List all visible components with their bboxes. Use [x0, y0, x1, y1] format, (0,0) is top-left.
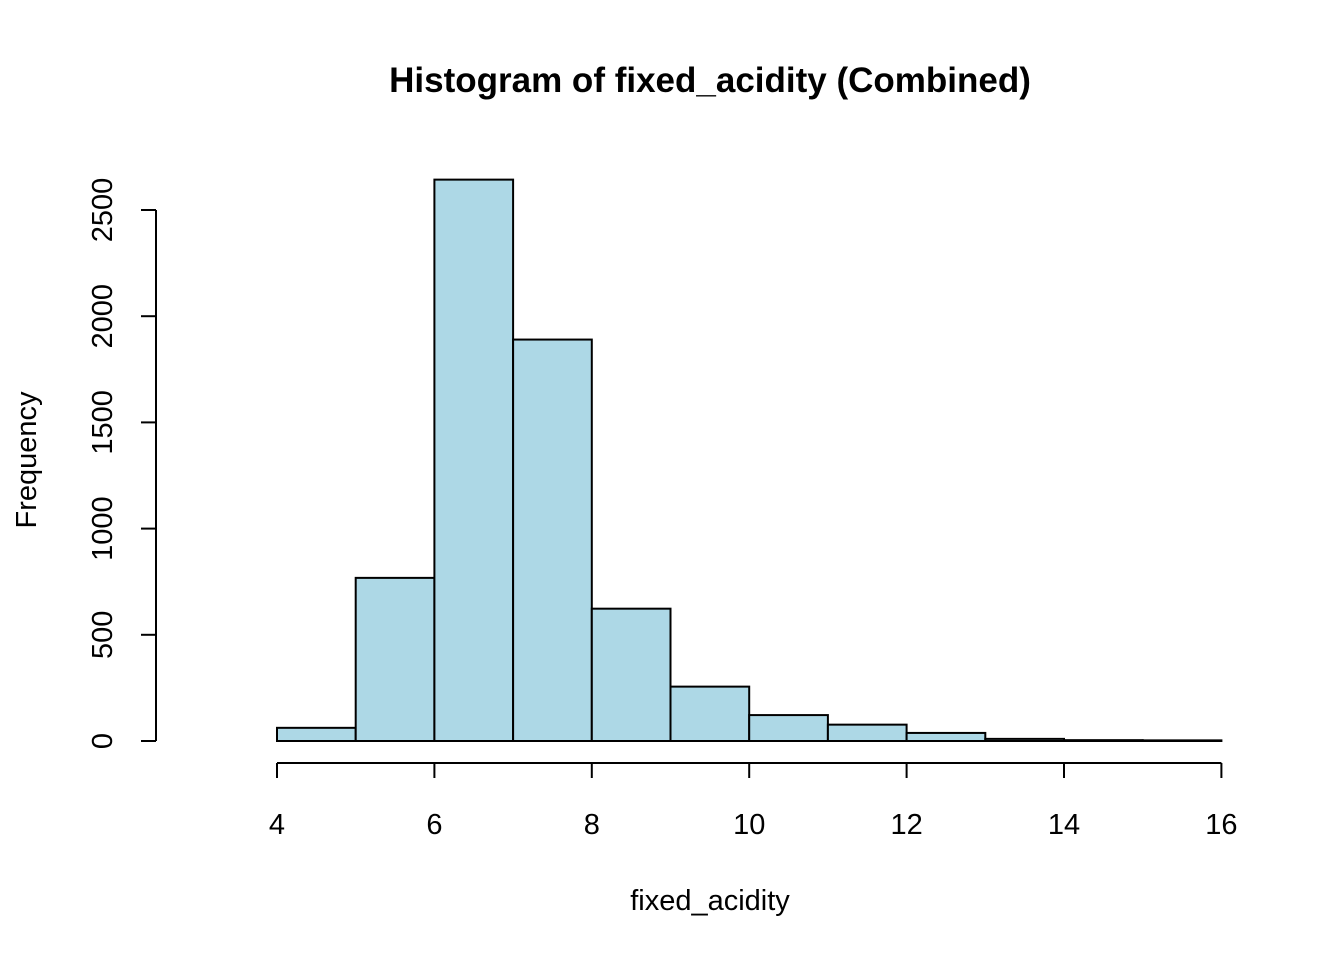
x-axis: 4 6 8 10 12 14 16 — [269, 762, 1238, 841]
histogram-bar — [512, 338, 593, 742]
histogram-bar — [1141, 739, 1223, 742]
histogram-bar — [748, 714, 829, 743]
y-tick-label: 2000 — [87, 284, 119, 349]
x-tick-label: 10 — [733, 809, 765, 841]
histogram-bar — [354, 576, 436, 742]
x-tick-label: 4 — [269, 809, 285, 841]
y-axis-label: Frequency — [11, 391, 43, 529]
y-tick-label: 0 — [87, 733, 119, 749]
histogram-bar — [984, 737, 1065, 742]
bars-group — [276, 178, 1223, 743]
x-tick-label: 12 — [890, 809, 922, 841]
y-tick-label: 2500 — [87, 178, 119, 243]
histogram-bar — [276, 726, 357, 742]
chart-title: Histogram of fixed_acidity (Combined) — [389, 61, 1031, 100]
y-tick-label: 1500 — [87, 390, 119, 455]
x-tick-label: 8 — [584, 809, 600, 841]
x-axis-label: fixed_acidity — [630, 885, 790, 917]
histogram-bar — [905, 731, 987, 742]
x-tick-label: 14 — [1048, 809, 1080, 841]
histogram-bar — [433, 178, 515, 743]
x-tick-label: 6 — [426, 809, 442, 841]
histogram-bar — [826, 723, 908, 743]
y-axis: 0 500 1000 1500 2000 2500 — [87, 178, 157, 749]
y-tick-label: 500 — [87, 611, 119, 659]
histogram-bar — [669, 685, 751, 743]
x-tick-label: 16 — [1205, 809, 1237, 841]
histogram-bar — [1063, 739, 1144, 742]
histogram-bar — [590, 607, 672, 742]
y-tick-label: 1000 — [87, 496, 119, 561]
